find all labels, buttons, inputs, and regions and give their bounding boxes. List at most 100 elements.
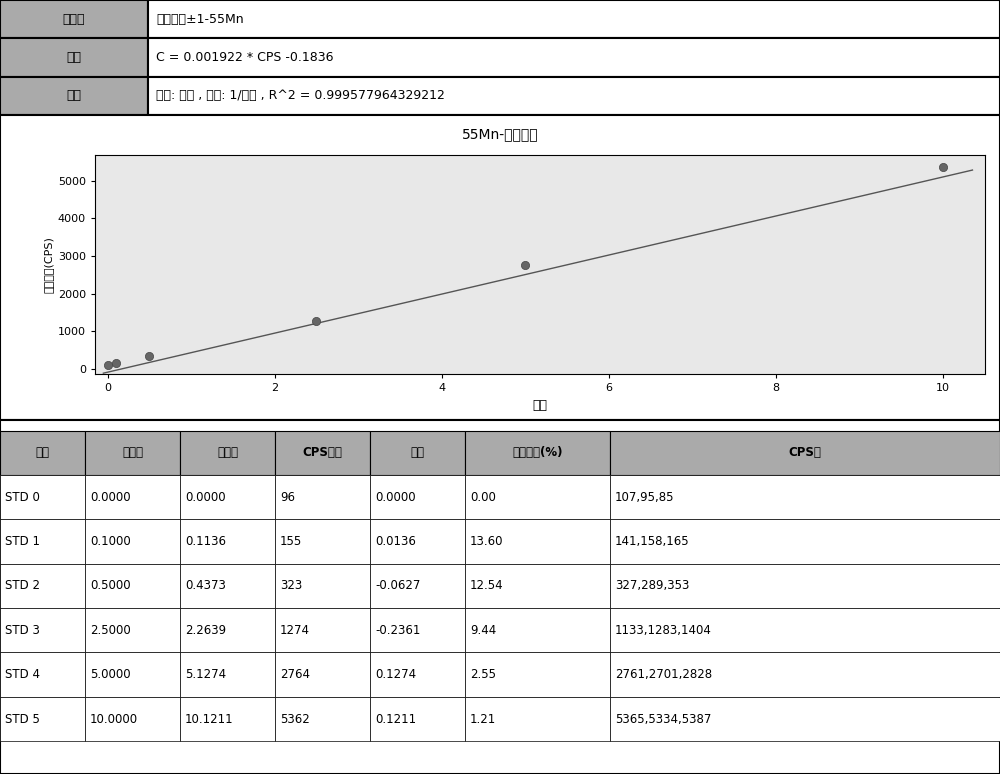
Text: -0.2361: -0.2361 — [375, 624, 420, 637]
Text: 0.0136: 0.0136 — [375, 535, 416, 548]
Text: 9.44: 9.44 — [470, 624, 496, 637]
Bar — [610, 652, 1000, 697]
Text: 5.0000: 5.0000 — [90, 668, 131, 681]
Bar — [465, 475, 610, 519]
Text: 0.1136: 0.1136 — [185, 535, 226, 548]
Bar — [275, 563, 370, 608]
Bar — [0, 608, 85, 652]
Bar — [370, 608, 465, 652]
Text: STD 2: STD 2 — [5, 580, 40, 592]
Bar — [180, 430, 275, 475]
Text: CPS均値: CPS均値 — [303, 447, 342, 459]
Text: 0.5000: 0.5000 — [90, 580, 131, 592]
Bar — [85, 519, 180, 563]
Bar — [85, 430, 180, 475]
Bar — [85, 697, 180, 741]
Text: 1133,1283,1404: 1133,1283,1404 — [615, 624, 712, 637]
Bar — [180, 697, 275, 741]
Bar — [0, 430, 85, 475]
Bar — [275, 475, 370, 519]
Text: 13.60: 13.60 — [470, 535, 504, 548]
Text: CPS値: CPS値 — [789, 447, 821, 459]
Text: 拟合: 线性 , 权重: 1/浓度 , R^2 = 0.999577964329212: 拟合: 线性 , 权重: 1/浓度 , R^2 = 0.999577964329… — [156, 89, 445, 102]
Bar — [275, 697, 370, 741]
Text: STD 4: STD 4 — [5, 668, 40, 681]
Bar — [370, 430, 465, 475]
Text: 0.4373: 0.4373 — [185, 580, 226, 592]
Text: 0.1211: 0.1211 — [375, 713, 416, 725]
Text: 0.1000: 0.1000 — [90, 535, 131, 548]
Text: 0.0000: 0.0000 — [375, 491, 416, 504]
Text: 96: 96 — [280, 491, 295, 504]
Bar — [180, 563, 275, 608]
Text: -0.0627: -0.0627 — [375, 580, 420, 592]
Bar — [0, 519, 85, 563]
Text: 2.5000: 2.5000 — [90, 624, 131, 637]
Bar — [465, 563, 610, 608]
Point — [517, 259, 533, 271]
Text: 0.0000: 0.0000 — [185, 491, 226, 504]
Bar — [610, 519, 1000, 563]
Bar — [465, 697, 610, 741]
Text: 2761,2701,2828: 2761,2701,2828 — [615, 668, 712, 681]
Text: 0.00: 0.00 — [470, 491, 496, 504]
Bar — [610, 608, 1000, 652]
X-axis label: 浓度: 浓度 — [532, 399, 548, 412]
Bar — [0, 39, 148, 77]
Y-axis label: 信号强度(CPS): 信号强度(CPS) — [44, 236, 54, 293]
Text: 参考値: 参考値 — [122, 447, 143, 459]
Text: 141,158,165: 141,158,165 — [615, 535, 690, 548]
Text: 名称: 名称 — [36, 447, 50, 459]
Text: 内标标准±1-55Mn: 内标标准±1-55Mn — [156, 12, 244, 26]
Text: 5362: 5362 — [280, 713, 310, 725]
Text: 5.1274: 5.1274 — [185, 668, 226, 681]
Bar — [180, 519, 275, 563]
Bar — [85, 652, 180, 697]
Bar — [370, 475, 465, 519]
Bar — [465, 519, 610, 563]
Text: 0.0000: 0.0000 — [90, 491, 131, 504]
Text: 2764: 2764 — [280, 668, 310, 681]
Bar — [370, 563, 465, 608]
Text: 1.21: 1.21 — [470, 713, 496, 725]
Bar — [0, 652, 85, 697]
Bar — [148, 77, 1000, 115]
Text: 107,95,85: 107,95,85 — [615, 491, 674, 504]
Bar — [370, 652, 465, 697]
Text: C = 0.001922 * CPS -0.1836: C = 0.001922 * CPS -0.1836 — [156, 51, 334, 64]
Point — [141, 351, 157, 363]
Bar — [0, 697, 85, 741]
Text: 2.2639: 2.2639 — [185, 624, 226, 637]
Bar — [370, 519, 465, 563]
Bar — [85, 475, 180, 519]
Text: 5365,5334,5387: 5365,5334,5387 — [615, 713, 711, 725]
Text: 2.55: 2.55 — [470, 668, 496, 681]
Bar — [370, 697, 465, 741]
Text: STD 3: STD 3 — [5, 624, 40, 637]
Text: 1274: 1274 — [280, 624, 310, 637]
Text: 元素名: 元素名 — [63, 12, 85, 26]
Bar — [465, 430, 610, 475]
Text: 误差: 误差 — [411, 447, 424, 459]
Text: 设置: 设置 — [66, 89, 82, 102]
Text: STD 0: STD 0 — [5, 491, 40, 504]
Bar — [275, 430, 370, 475]
Text: 0.1274: 0.1274 — [375, 668, 416, 681]
Text: 12.54: 12.54 — [470, 580, 504, 592]
Point — [108, 357, 124, 369]
Text: 相对误差(%): 相对误差(%) — [512, 447, 563, 459]
Point — [935, 161, 951, 173]
Bar — [180, 652, 275, 697]
Bar — [0, 475, 85, 519]
Bar — [610, 475, 1000, 519]
Bar — [0, 563, 85, 608]
Bar — [465, 608, 610, 652]
Text: 10.1211: 10.1211 — [185, 713, 234, 725]
Bar — [465, 652, 610, 697]
Bar — [85, 608, 180, 652]
Bar — [610, 430, 1000, 475]
Text: 10.0000: 10.0000 — [90, 713, 138, 725]
Bar — [275, 652, 370, 697]
Bar — [148, 0, 1000, 39]
Text: 323: 323 — [280, 580, 302, 592]
